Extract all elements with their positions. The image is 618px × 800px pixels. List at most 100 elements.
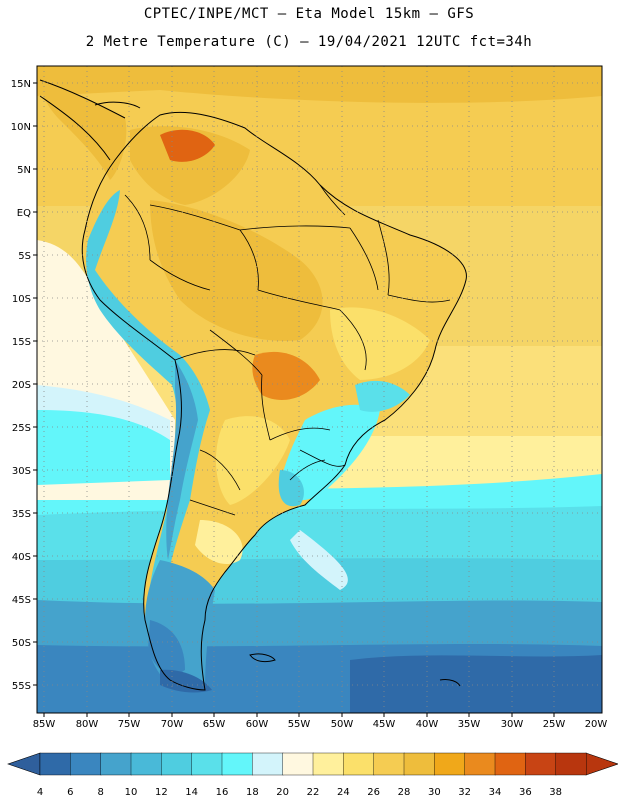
lon-label: 35W <box>458 719 481 730</box>
cool-region <box>278 470 304 507</box>
lon-label: 25W <box>543 719 566 730</box>
andes-cold-spine <box>166 360 198 560</box>
coastline <box>94 101 141 109</box>
colorbar-tick-label: 6 <box>67 787 73 798</box>
colorbar-tick-label: 28 <box>398 787 411 798</box>
lon-label: 60W <box>246 719 269 730</box>
map-field <box>37 66 602 713</box>
lat-label: 10S <box>12 294 31 305</box>
coastline <box>39 79 126 161</box>
cool-coastal-band <box>290 530 348 590</box>
andes-cold-spine <box>86 190 210 640</box>
lon-label: 80W <box>76 719 99 730</box>
mild-patch <box>195 520 243 565</box>
lon-label: 30W <box>501 719 524 730</box>
colorbar-tick-label: 22 <box>307 787 320 798</box>
lon-label: 55W <box>288 719 311 730</box>
cool-region <box>355 380 410 412</box>
ocean-band <box>37 66 602 103</box>
warm-patch <box>150 200 323 341</box>
lon-label: 65W <box>203 719 226 730</box>
colorbar-cell <box>343 752 375 776</box>
colorbar-tick-label: 16 <box>216 787 229 798</box>
longitude-labels: 85W 80W 75W 70W 65W 60W 55W 50W 45W 40W … <box>33 719 608 730</box>
lat-label: 55S <box>12 681 31 692</box>
colorbar-tick-label: 24 <box>337 787 350 798</box>
colorbar-cell <box>494 752 527 776</box>
patagonia <box>148 620 185 674</box>
colorbar-right-arrow <box>585 752 618 776</box>
colorbar-cell <box>191 752 223 776</box>
colorbar-tick-label: 30 <box>428 787 441 798</box>
colorbar-cell <box>403 752 436 776</box>
lat-label: 45S <box>12 595 31 606</box>
lat-label: 50S <box>12 638 31 649</box>
colorbar-tick-label: 10 <box>125 787 138 798</box>
lat-label: EQ <box>17 208 31 219</box>
coastline <box>249 653 461 687</box>
colorbar-cell <box>100 752 132 776</box>
warm-patch <box>130 126 250 205</box>
mild-patch <box>215 416 290 505</box>
colorbar-tick-label: 32 <box>458 787 471 798</box>
colorbar-cell <box>525 752 557 776</box>
colorbar-tick-label: 12 <box>155 787 168 798</box>
lat-label: 20S <box>12 380 31 391</box>
ocean-band <box>350 655 602 713</box>
mild-patch <box>330 307 430 380</box>
lon-label: 40W <box>416 719 439 730</box>
colorbar-tick-label: 26 <box>367 787 380 798</box>
map-title-line-2: 2 Metre Temperature (C) – 19/04/2021 12U… <box>85 34 533 50</box>
hot-patch <box>160 129 215 162</box>
lat-label: 40S <box>12 552 31 563</box>
lat-label: 15S <box>12 337 31 348</box>
colorbar-cell <box>161 752 193 776</box>
colorbar-cell <box>312 752 345 776</box>
colorbar-tick-label: 4 <box>37 787 43 798</box>
colorbar-tick-label: 20 <box>276 787 289 798</box>
lat-label: 35S <box>12 509 31 520</box>
colorbar-tick-label: 34 <box>489 787 502 798</box>
central-america <box>40 80 127 180</box>
colorbar-cell <box>70 752 102 776</box>
colorbar-cell <box>39 752 72 776</box>
colorbar-tick-label: 14 <box>185 787 198 798</box>
hot-patch <box>252 351 320 400</box>
colorbar-tick-label: 36 <box>519 787 532 798</box>
lat-label: 5S <box>18 251 31 262</box>
graticule <box>37 66 602 713</box>
colorbar-cell <box>221 752 254 776</box>
lon-label: 70W <box>161 719 184 730</box>
lon-label: 50W <box>331 719 354 730</box>
map-frame <box>36 65 603 714</box>
cool-coastal-band <box>37 410 170 485</box>
lon-label: 85W <box>33 719 56 730</box>
colorbar-cell <box>252 752 284 776</box>
map-title-line-1: CPTEC/INPE/MCT – Eta Model 15km – GFS <box>143 6 475 22</box>
latitude-labels: 15N 10N 5N EQ 5S 10S 15S 20S 25S 30S 35S… <box>11 79 31 692</box>
colorbar-cell <box>130 752 163 776</box>
patagonia <box>160 669 212 693</box>
lon-label: 75W <box>118 719 141 730</box>
colorbar-tick-label: 38 <box>549 787 562 798</box>
colorbar-left-arrow <box>7 752 41 776</box>
colorbar-cell <box>555 752 587 776</box>
colorbar-cell <box>434 752 466 776</box>
lat-label: 15N <box>11 79 31 90</box>
lat-label: 5N <box>17 165 31 176</box>
colorbar-cell <box>373 752 405 776</box>
colorbar-tick-label: 18 <box>246 787 259 798</box>
coastline <box>81 111 467 691</box>
lat-label: 10N <box>11 122 31 133</box>
colorbar-cell <box>282 752 314 776</box>
lat-label: 25S <box>12 423 31 434</box>
lon-label: 20W <box>585 719 608 730</box>
lon-label: 45W <box>373 719 396 730</box>
temperature-colorbar: 4 6 8 10 12 14 16 18 20 22 24 26 28 30 32 34 36 38 <box>7 752 618 798</box>
colorbar-tick-label: 8 <box>97 787 103 798</box>
lat-label: 30S <box>12 466 31 477</box>
ocean-band <box>37 600 602 650</box>
axis-ticks <box>33 82 555 717</box>
colorbar-cell <box>464 752 496 776</box>
